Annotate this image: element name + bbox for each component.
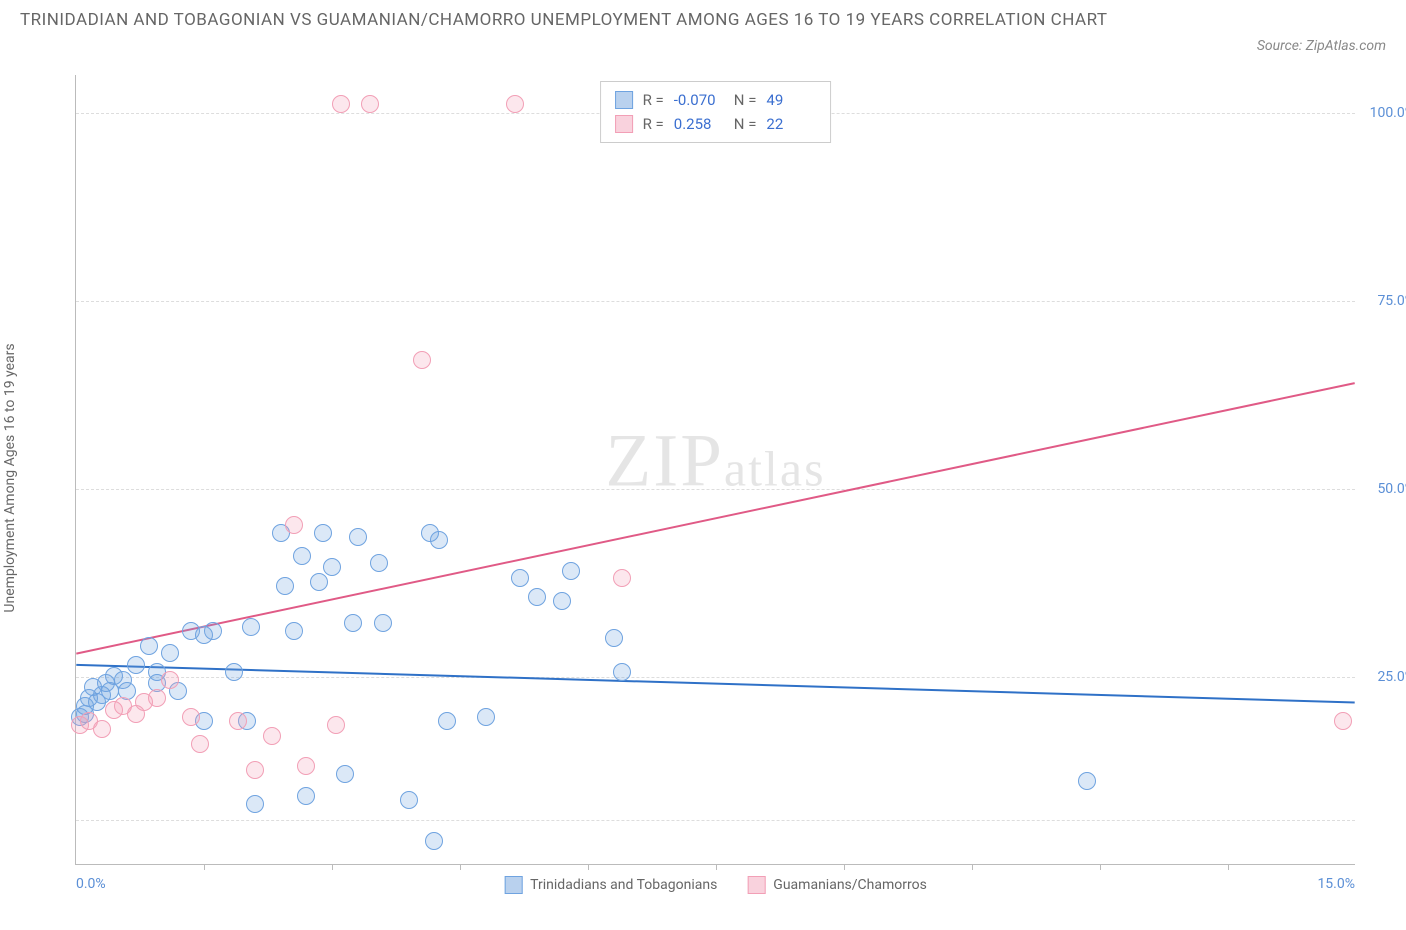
data-point <box>374 614 392 632</box>
data-point <box>506 95 524 113</box>
data-point <box>246 761 264 779</box>
data-point <box>204 622 222 640</box>
y-axis-label: Unemployment Among Ages 16 to 19 years <box>2 343 18 612</box>
gridline <box>76 677 1355 678</box>
data-point <box>562 562 580 580</box>
watermark: ZIPatlas <box>605 418 825 504</box>
legend-swatch <box>615 91 633 109</box>
data-point <box>148 689 166 707</box>
data-point <box>323 558 341 576</box>
data-point <box>332 95 350 113</box>
data-point <box>225 663 243 681</box>
data-point <box>349 528 367 546</box>
data-point <box>285 622 303 640</box>
chart-container: Unemployment Among Ages 16 to 19 years Z… <box>20 75 1386 905</box>
correlation-legend-row: R = -0.070 N = 49 <box>615 88 817 112</box>
data-point <box>336 765 354 783</box>
x-tick <box>204 864 205 870</box>
data-point <box>276 577 294 595</box>
x-tick <box>972 864 973 870</box>
data-point <box>1334 712 1352 730</box>
y-tick-label: 75.0% <box>1377 293 1406 309</box>
legend-swatch <box>615 115 633 133</box>
x-tick <box>332 864 333 870</box>
data-point <box>140 637 158 655</box>
data-point <box>314 524 332 542</box>
data-point <box>93 720 111 738</box>
data-point <box>344 614 362 632</box>
gridline <box>76 489 1355 490</box>
x-tick <box>1100 864 1101 870</box>
legend-n-label: N = <box>734 112 757 136</box>
data-point <box>370 554 388 572</box>
chart-source: Source: ZipAtlas.com <box>1257 38 1386 54</box>
data-point <box>613 663 631 681</box>
legend-r-label: R = <box>643 112 664 136</box>
data-point <box>528 588 546 606</box>
data-point <box>297 757 315 775</box>
y-tick-label: 25.0% <box>1377 669 1406 685</box>
y-tick-label: 50.0% <box>1377 481 1406 497</box>
data-point <box>327 716 345 734</box>
series-legend-label: Trinidadians and Tobagonians <box>530 877 717 893</box>
data-point <box>438 712 456 730</box>
data-point <box>511 569 529 587</box>
data-point <box>400 791 418 809</box>
gridline <box>76 820 1355 821</box>
legend-r-label: R = <box>643 88 664 112</box>
data-point <box>430 531 448 549</box>
data-point <box>425 832 443 850</box>
legend-swatch <box>504 876 522 894</box>
chart-header: TRINIDADIAN AND TOBAGONIAN VS GUAMANIAN/… <box>0 0 1406 54</box>
data-point <box>161 671 179 689</box>
data-point <box>477 708 495 726</box>
data-point <box>605 629 623 647</box>
gridline <box>76 301 1355 302</box>
x-axis-max-label: 15.0% <box>1317 876 1355 892</box>
plot-area: ZIPatlas 25.0%50.0%75.0%100.0% R =-0.070… <box>75 75 1355 865</box>
data-point <box>1078 772 1096 790</box>
data-point <box>191 735 209 753</box>
x-tick <box>716 864 717 870</box>
legend-n-label: N = <box>734 88 757 112</box>
trend-line <box>76 383 1354 654</box>
trend-lines <box>76 75 1355 864</box>
data-point <box>613 569 631 587</box>
data-point <box>229 712 247 730</box>
series-legend-label: Guamanians/Chamorros <box>773 877 927 893</box>
y-tick-label: 100.0% <box>1370 105 1406 121</box>
x-tick <box>844 864 845 870</box>
series-legend-item: Guamanians/Chamorros <box>747 876 927 894</box>
data-point <box>263 727 281 745</box>
data-point <box>246 795 264 813</box>
watermark-atlas: atlas <box>724 440 826 496</box>
data-point <box>553 592 571 610</box>
x-tick <box>588 864 589 870</box>
x-axis-min-label: 0.0% <box>76 876 106 892</box>
correlation-legend-row: R = 0.258 N = 22 <box>615 112 817 136</box>
data-point <box>161 644 179 662</box>
data-point <box>297 787 315 805</box>
data-point <box>127 656 145 674</box>
data-point <box>182 708 200 726</box>
data-point <box>285 516 303 534</box>
legend-r-value: 0.258 <box>674 112 724 136</box>
series-legend-item: Trinidadians and Tobagonians <box>504 876 717 894</box>
legend-n-value: 49 <box>766 88 816 112</box>
legend-swatch <box>747 876 765 894</box>
legend-n-value: 22 <box>766 112 816 136</box>
data-point <box>361 95 379 113</box>
legend-r-value: -0.070 <box>674 88 724 112</box>
x-tick <box>1228 864 1229 870</box>
data-point <box>293 547 311 565</box>
data-point <box>242 618 260 636</box>
data-point <box>413 351 431 369</box>
chart-title: TRINIDADIAN AND TOBAGONIAN VS GUAMANIAN/… <box>20 8 1108 34</box>
x-tick <box>460 864 461 870</box>
data-point <box>310 573 328 591</box>
series-legend: Trinidadians and Tobagonians Guamanians/C… <box>504 876 927 894</box>
correlation-legend: R = -0.070 N = 49 R = 0.258 N = 22 <box>600 81 832 143</box>
trend-line <box>76 665 1354 703</box>
